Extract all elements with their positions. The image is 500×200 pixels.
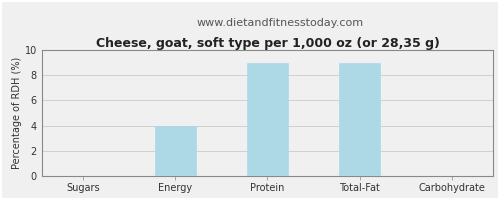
Bar [246,63,288,176]
Text: www.dietandfitnesstoday.com: www.dietandfitnesstoday.com [196,18,364,28]
Bar [339,63,380,176]
Title: Cheese, goat, soft type per 1,000 oz (or 28,35 g): Cheese, goat, soft type per 1,000 oz (or… [96,37,440,50]
Bar [154,126,196,176]
Y-axis label: Percentage of RDH (%): Percentage of RDH (%) [12,57,22,169]
